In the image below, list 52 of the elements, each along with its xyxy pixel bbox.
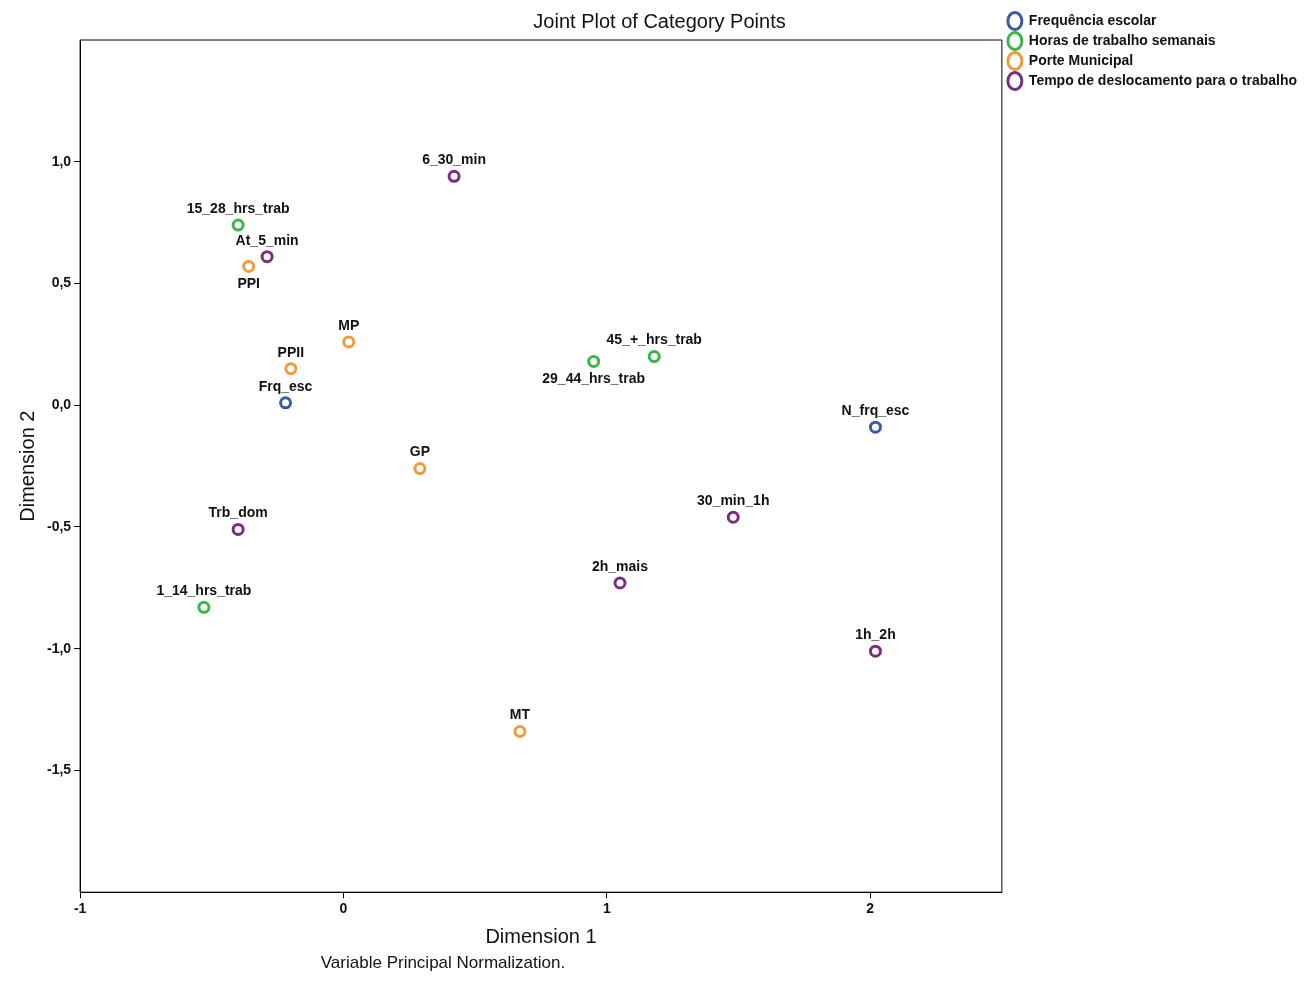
annotation: N_frq_esc xyxy=(841,402,910,418)
point xyxy=(868,420,882,434)
point xyxy=(260,250,274,264)
annotation: 2h_mais xyxy=(591,557,649,574)
point xyxy=(726,510,740,524)
legend-label: Tempo de deslocamento para o trabalho xyxy=(1028,71,1298,88)
point xyxy=(279,396,293,410)
annotation: Frq_esc xyxy=(258,377,313,394)
annotation: 30_min_1h xyxy=(697,492,770,509)
annotation: 6_30_min xyxy=(422,151,487,168)
annotation: 1h_2h xyxy=(855,626,896,643)
point xyxy=(647,350,661,364)
x-tick-label: 0 xyxy=(339,900,348,917)
annotation: 29_44_hrs_trab xyxy=(542,370,646,387)
point xyxy=(447,169,461,183)
point xyxy=(242,259,256,273)
legend-label: Porte Municipal xyxy=(1028,51,1134,68)
point xyxy=(284,362,298,376)
annotation: 45_+_hrs_trab xyxy=(606,331,702,348)
chart-title: Joint Plot of Category Points xyxy=(533,9,786,32)
annotation: PPII xyxy=(277,343,305,360)
legend-label: Horas de trabalho semanais xyxy=(1028,31,1216,48)
x-tick-label: 1 xyxy=(602,900,611,917)
y-tick-label: -0,5 xyxy=(47,517,72,534)
point xyxy=(342,335,356,349)
x-axis-title: Dimension 1 xyxy=(485,924,597,947)
annotation: PPI xyxy=(237,275,260,292)
annotation: 1_14_hrs_trab xyxy=(156,582,252,599)
text: Variable Principal Normalization. xyxy=(319,953,567,973)
point xyxy=(413,462,427,476)
annotation: GP xyxy=(409,443,430,460)
point xyxy=(231,522,245,536)
annotation: MP xyxy=(338,316,360,333)
point xyxy=(587,354,601,368)
x-tick-label: -1 xyxy=(73,900,87,917)
point xyxy=(197,600,211,614)
y-tick-label: 1,0 xyxy=(51,152,72,169)
y-tick-label: -1,0 xyxy=(47,639,72,656)
point xyxy=(613,576,627,590)
annotation: At_5_min xyxy=(235,231,299,248)
annotation: MT xyxy=(509,706,531,723)
point xyxy=(231,218,245,232)
annotation: 15_28_hrs_trab xyxy=(186,199,290,216)
y-tick-label: 0,5 xyxy=(51,274,72,291)
legend-label: Frequência escolar xyxy=(1028,11,1158,28)
y-tick-label: -1,5 xyxy=(47,761,72,778)
annotation: Trb_dom xyxy=(208,504,268,521)
point xyxy=(513,725,527,738)
x-tick-label: 2 xyxy=(866,900,875,917)
y-axis-title: Dimension 2 xyxy=(15,410,38,522)
y-tick-label: 0,0 xyxy=(51,396,72,413)
point xyxy=(868,644,882,658)
